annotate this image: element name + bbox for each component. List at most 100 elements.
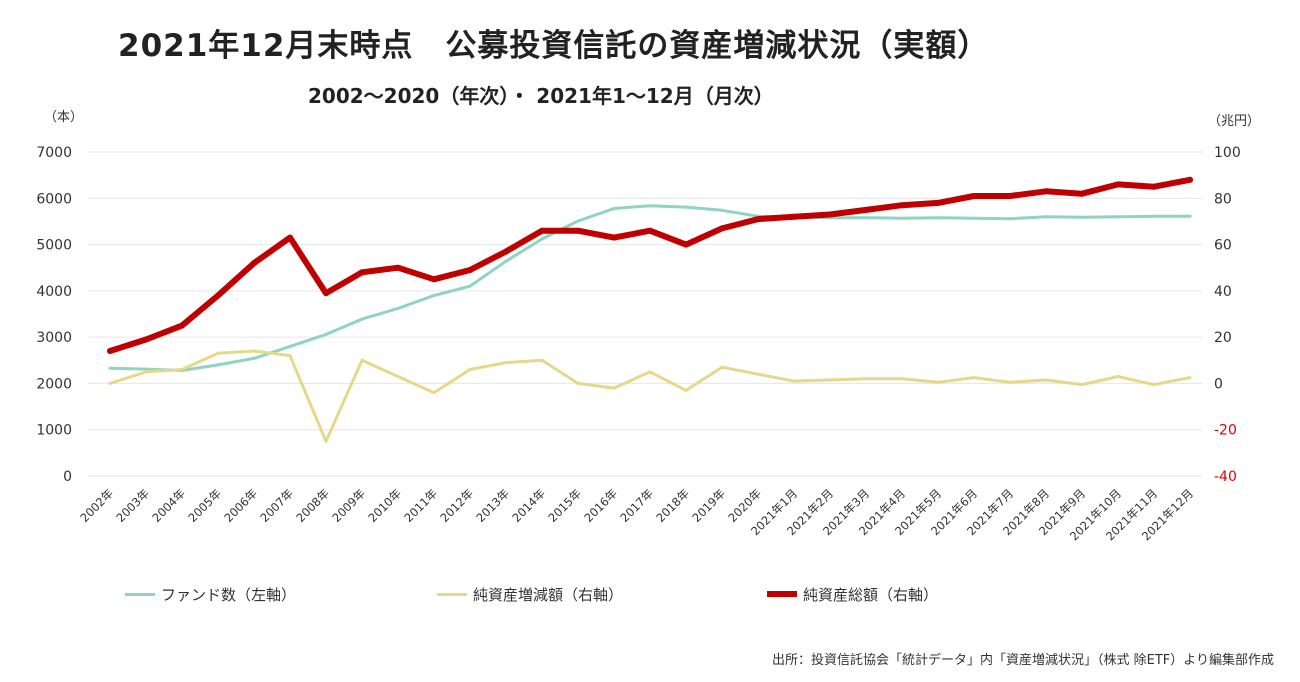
data-point xyxy=(179,322,185,329)
data-point xyxy=(1187,176,1193,183)
data-point xyxy=(900,377,904,381)
series-line-1 xyxy=(108,349,1192,443)
data-point xyxy=(791,213,797,220)
data-point xyxy=(467,267,473,273)
data-point xyxy=(899,202,905,209)
data-point xyxy=(288,344,292,348)
x-tick-label: 2007年 xyxy=(257,486,296,525)
data-point xyxy=(720,208,724,212)
data-point xyxy=(468,368,472,371)
data-point xyxy=(756,372,760,376)
data-point xyxy=(288,354,292,358)
x-tick-label: 2003年 xyxy=(113,486,152,525)
data-point xyxy=(359,269,365,276)
data-point xyxy=(1188,376,1192,380)
y-right-unit-label: （兆円） xyxy=(1208,114,1261,129)
x-tick-label: 2004年 xyxy=(149,486,188,525)
y-left-tick-label: 4000 xyxy=(36,284,72,300)
data-point xyxy=(324,332,328,336)
data-point xyxy=(503,248,509,255)
data-point xyxy=(864,377,868,381)
y-right-tick-label: 0 xyxy=(1214,376,1223,392)
data-point xyxy=(1188,214,1192,218)
legend-swatch-fund-count xyxy=(125,592,155,596)
data-point xyxy=(252,356,256,360)
data-point xyxy=(323,290,329,297)
data-point xyxy=(828,378,832,382)
y-left-tick-label: 3000 xyxy=(36,330,72,346)
x-tick-label: 2011年 xyxy=(401,486,440,525)
data-point xyxy=(216,363,220,367)
chart-title: 2021年12月末時点 公募投資信託の資産増減状況（実額） xyxy=(118,28,990,64)
y-right-tick-label: 60 xyxy=(1214,238,1232,254)
data-point xyxy=(396,306,400,310)
data-point xyxy=(1079,190,1085,197)
legend-item-net-assets: 純資産総額（右軸） xyxy=(767,582,938,606)
y-right-tick-label: -40 xyxy=(1214,469,1237,485)
data-point xyxy=(108,366,112,370)
data-point xyxy=(215,292,221,299)
data-point xyxy=(755,216,761,223)
x-tick-label: 2018年 xyxy=(653,486,692,525)
data-point xyxy=(935,199,941,206)
y-left-tick-label: 0 xyxy=(63,469,72,485)
x-tick-label: 2010年 xyxy=(365,486,404,525)
data-point xyxy=(144,370,148,374)
data-point xyxy=(432,294,436,297)
data-point xyxy=(252,349,256,353)
data-point xyxy=(395,264,401,271)
data-point xyxy=(1043,188,1049,195)
y-left-tick-label: 2000 xyxy=(36,376,72,392)
data-point xyxy=(1080,215,1084,219)
data-point xyxy=(1008,217,1012,221)
data-point xyxy=(575,227,581,234)
data-point xyxy=(576,219,580,223)
data-point xyxy=(864,216,868,220)
chart-subtitle: 2002〜2020（年次）・ 2021年1〜12月（月次） xyxy=(308,84,774,108)
x-tick-label: 2015年 xyxy=(545,486,584,525)
y-right-tick-label: 100 xyxy=(1214,145,1241,161)
y-left-unit-label: （本） xyxy=(44,110,84,125)
legend-label-net-change: 純資産増減額（右軸） xyxy=(473,585,624,604)
data-point xyxy=(612,386,616,390)
data-point xyxy=(684,388,688,392)
data-point xyxy=(720,365,724,369)
data-point xyxy=(936,216,940,220)
data-point xyxy=(432,391,436,395)
data-point xyxy=(504,259,508,263)
data-point xyxy=(360,358,364,362)
data-point xyxy=(1007,193,1013,199)
x-tick-label: 2019年 xyxy=(689,486,728,525)
data-point xyxy=(900,216,904,220)
y-right-tick-label: 20 xyxy=(1214,330,1232,346)
data-point xyxy=(1008,380,1012,384)
x-tick-label: 2014年 xyxy=(509,486,548,525)
data-point xyxy=(180,368,184,371)
data-point xyxy=(648,370,652,374)
data-point xyxy=(648,204,652,208)
data-point xyxy=(360,317,364,321)
data-point xyxy=(683,241,689,248)
y-left-tick-label: 5000 xyxy=(36,238,72,254)
y-right-tick-label: 40 xyxy=(1214,284,1232,300)
data-point xyxy=(936,380,940,384)
y-left-tick-label: 7000 xyxy=(36,145,72,161)
data-point xyxy=(108,381,112,385)
x-tick-label: 2002年 xyxy=(77,486,116,525)
data-point xyxy=(576,381,580,385)
data-point xyxy=(1152,214,1156,218)
x-tick-label: 2016年 xyxy=(581,486,620,525)
data-point xyxy=(863,206,869,213)
y-left-tick-label: 1000 xyxy=(36,423,72,439)
data-point xyxy=(107,348,113,354)
data-point xyxy=(1116,215,1120,219)
data-point xyxy=(468,284,472,288)
legend-swatch-net-assets xyxy=(767,591,797,597)
data-point xyxy=(287,234,293,241)
data-point xyxy=(144,367,148,371)
data-point xyxy=(324,439,328,443)
data-point xyxy=(396,375,400,378)
legend-swatch-net-change xyxy=(437,592,467,596)
data-point xyxy=(971,193,977,199)
